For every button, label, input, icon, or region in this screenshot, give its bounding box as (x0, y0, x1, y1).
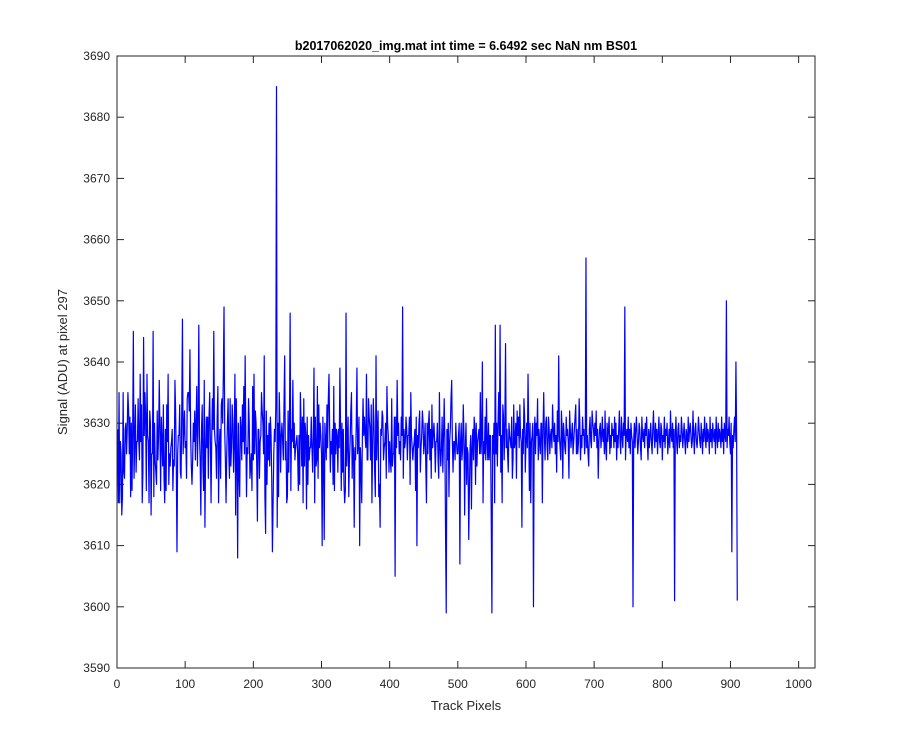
x-tick-label: 800 (652, 677, 672, 691)
y-axis-label: Signal (ADU) at pixel 297 (55, 289, 70, 435)
y-tick-label: 3660 (83, 233, 110, 247)
y-tick-label: 3640 (83, 355, 110, 369)
y-tick-label: 3590 (83, 661, 110, 675)
y-tick-label: 3680 (83, 110, 110, 124)
x-tick-label: 200 (243, 677, 263, 691)
plot-area (117, 56, 815, 668)
y-tick-label: 3620 (83, 477, 110, 491)
x-tick-label: 100 (175, 677, 195, 691)
x-axis-label: Track Pixels (431, 698, 502, 713)
series-layer (117, 86, 738, 614)
chart-title: b2017062020_img.mat int time = 6.6492 se… (295, 39, 637, 53)
y-tick-label: 3650 (83, 294, 110, 308)
y-tick-label: 3670 (83, 171, 110, 185)
x-tick-label: 600 (516, 677, 536, 691)
x-tick-label: 0 (114, 677, 121, 691)
x-tick-label: 900 (720, 677, 740, 691)
y-tick-label: 3630 (83, 416, 110, 430)
axes-frame (116, 55, 816, 669)
x-tick-label: 400 (380, 677, 400, 691)
series-line-1 (117, 86, 738, 614)
x-tick-label: 300 (311, 677, 331, 691)
y-tick-label: 3600 (83, 600, 110, 614)
y-tick-label: 3610 (83, 539, 110, 553)
x-tick-label: 700 (584, 677, 604, 691)
x-tick-label: 1000 (785, 677, 812, 691)
x-tick-label: 500 (448, 677, 468, 691)
tick-label-layer: 0 100 200 300 400 500 600 700 800 900 1000 3590 3600… (83, 49, 812, 691)
y-tick-label: 3690 (83, 49, 110, 63)
